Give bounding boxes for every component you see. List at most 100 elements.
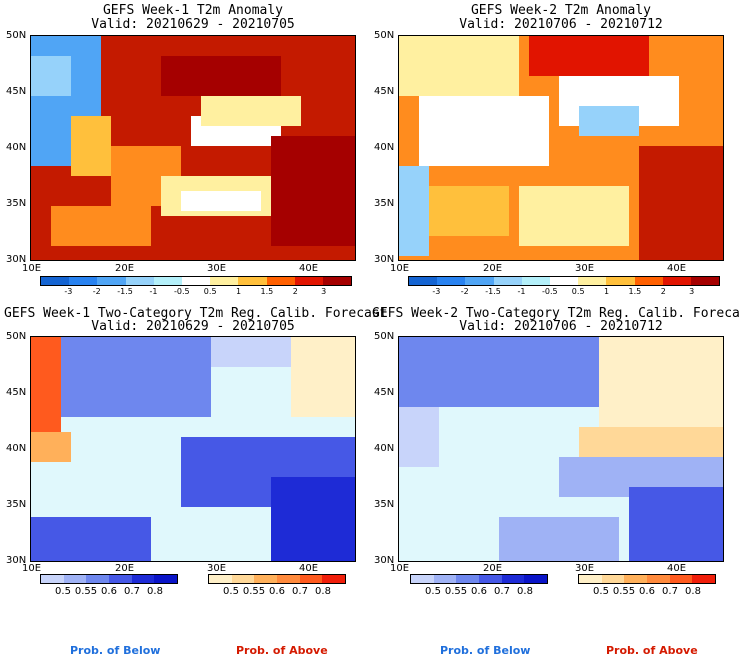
panel3-lon-label: 40E <box>299 563 319 574</box>
colorbar-tick-label: 0.5 <box>223 586 239 597</box>
colorbar-swatch <box>181 277 211 285</box>
colorbar-swatch <box>579 575 602 583</box>
panel3-above-ticks: 0.5 0.55 0.6 0.7 0.8 <box>208 586 346 598</box>
panel4-lat-label: 40N <box>374 443 395 454</box>
colorbar-tick-label: 2 <box>292 287 298 296</box>
colorbar-tick-label: 0.5 <box>55 586 71 597</box>
panel2-lat-label: 50N <box>374 30 395 41</box>
panel1-lon-label: 30E <box>207 263 227 274</box>
colorbar-swatch <box>86 575 110 583</box>
panel4-above-legend: Prob. of Above <box>606 644 698 657</box>
panel4-below-legend: Prob. of Below <box>440 644 531 657</box>
panel1-colorbar <box>40 276 352 286</box>
colorbar-tick-label: 1 <box>603 287 610 296</box>
panel4-lon-label: 20E <box>483 563 503 574</box>
colorbar-swatch <box>209 575 232 583</box>
colorbar-tick-label: 0.55 <box>444 586 468 597</box>
colorbar-swatch <box>456 575 480 583</box>
colorbar-tick-label: 0.6 <box>269 586 285 597</box>
panel2-lat-label: 35N <box>374 198 395 209</box>
colorbar-swatch <box>125 277 154 285</box>
colorbar-tick-label: 1.5 <box>260 287 274 296</box>
panel2-colorbar-ticks: -3 -2 -1.5 -1 -0.5 0.5 1 1.5 2 3 <box>408 287 720 297</box>
panel1-lat-label: 35N <box>6 198 27 209</box>
colorbar-swatch <box>109 575 132 583</box>
colorbar-tick-label: 0.6 <box>639 586 655 597</box>
panel3-lon-label: 10E <box>22 563 42 574</box>
colorbar-tick-label: 0.8 <box>517 586 533 597</box>
panel2-title: GEFS Week-2 T2m Anomaly <box>470 3 651 18</box>
panel3-valid: Valid: 20210629 - 20210705 <box>91 319 295 334</box>
colorbar-swatch <box>521 277 550 285</box>
colorbar-swatch <box>231 575 255 583</box>
colorbar-swatch <box>131 575 155 583</box>
panel3-lat-label: 35N <box>6 499 27 510</box>
panel4-lon-label: 10E <box>390 563 410 574</box>
panel3-lat-label: 45N <box>6 387 27 398</box>
panel1-lon-label: 40E <box>299 263 319 274</box>
panel3-lat-label: 50N <box>6 331 27 342</box>
panel1-lon-label: 10E <box>22 263 42 274</box>
colorbar-swatch <box>153 277 182 285</box>
colorbar-tick-label: -1 <box>149 287 158 296</box>
panel1-colorbar-ticks: -3 -2 -1.5 -1 -0.5 0.5 1 1.5 2 3 <box>40 287 352 297</box>
colorbar-tick-label: 0.7 <box>124 586 140 597</box>
colorbar-tick-label: 0.55 <box>242 586 266 597</box>
colorbar-swatch <box>578 277 607 285</box>
colorbar-swatch <box>493 277 522 285</box>
colorbar-tick-label: 2 <box>660 287 666 296</box>
colorbar-swatch <box>41 575 64 583</box>
panel4-valid: Valid: 20210706 - 20210712 <box>459 319 663 334</box>
colorbar-swatch <box>322 277 352 285</box>
colorbar-swatch <box>294 277 323 285</box>
panel3-map <box>30 336 356 562</box>
panel4-lat-label: 45N <box>374 387 395 398</box>
colorbar-swatch <box>479 575 502 583</box>
colorbar-tick-label: -0.5 <box>542 287 558 296</box>
panel3-lon-label: 30E <box>207 563 227 574</box>
panel1-lat-label: 30N <box>6 254 27 265</box>
colorbar-swatch <box>601 575 625 583</box>
panel2-valid: Valid: 20210706 - 20210712 <box>459 17 663 32</box>
colorbar-tick-label: -0.5 <box>174 287 190 296</box>
colorbar-swatch <box>41 277 70 285</box>
colorbar-swatch <box>254 575 278 583</box>
panel2-lat-label: 40N <box>374 142 395 153</box>
panel4-map <box>398 336 724 562</box>
colorbar-tick-label: -3 <box>432 287 441 296</box>
colorbar-tick-label: 3 <box>321 287 327 296</box>
colorbar-swatch <box>63 575 87 583</box>
panel2-lon-label: 40E <box>667 263 687 274</box>
colorbar-tick-label: -1 <box>517 287 526 296</box>
colorbar-tick-label: 0.5 <box>425 586 441 597</box>
colorbar-tick-label: 0.8 <box>315 586 331 597</box>
colorbar-swatch <box>69 277 98 285</box>
panel1-lat-label: 50N <box>6 30 27 41</box>
panel4-lat-label: 30N <box>374 555 395 566</box>
colorbar-swatch <box>692 575 716 583</box>
panel3-below-ticks: 0.5 0.55 0.6 0.7 0.8 <box>40 586 178 598</box>
panel4-above-ticks: 0.5 0.55 0.6 0.7 0.8 <box>578 586 716 598</box>
panel3-title: GEFS Week-1 Two-Category T2m Reg. Calib.… <box>4 306 388 321</box>
colorbar-tick-label: 0.8 <box>147 586 163 597</box>
panel4-lon-label: 30E <box>575 563 595 574</box>
colorbar-swatch <box>634 277 663 285</box>
panel1-lon-label: 20E <box>115 263 135 274</box>
panel3-below-legend: Prob. of Below <box>70 644 161 657</box>
colorbar-swatch <box>606 277 635 285</box>
panel4-below-colorbar <box>410 574 548 584</box>
colorbar-tick-label: -1.5 <box>485 287 501 296</box>
colorbar-tick-label: 0.55 <box>74 586 98 597</box>
panel3-lon-label: 20E <box>115 563 135 574</box>
colorbar-swatch <box>238 277 267 285</box>
colorbar-tick-label: 0.7 <box>292 586 308 597</box>
panel2-lat-label: 45N <box>374 86 395 97</box>
colorbar-swatch <box>624 575 648 583</box>
panel2-lon-label: 20E <box>483 263 503 274</box>
panel2-colorbar <box>408 276 720 286</box>
panel3-above-colorbar <box>208 574 346 584</box>
panel3-below-colorbar <box>40 574 178 584</box>
colorbar-tick-label: 0.55 <box>612 586 636 597</box>
colorbar-tick-label: 0.8 <box>685 586 701 597</box>
panel4-above-colorbar <box>578 574 716 584</box>
